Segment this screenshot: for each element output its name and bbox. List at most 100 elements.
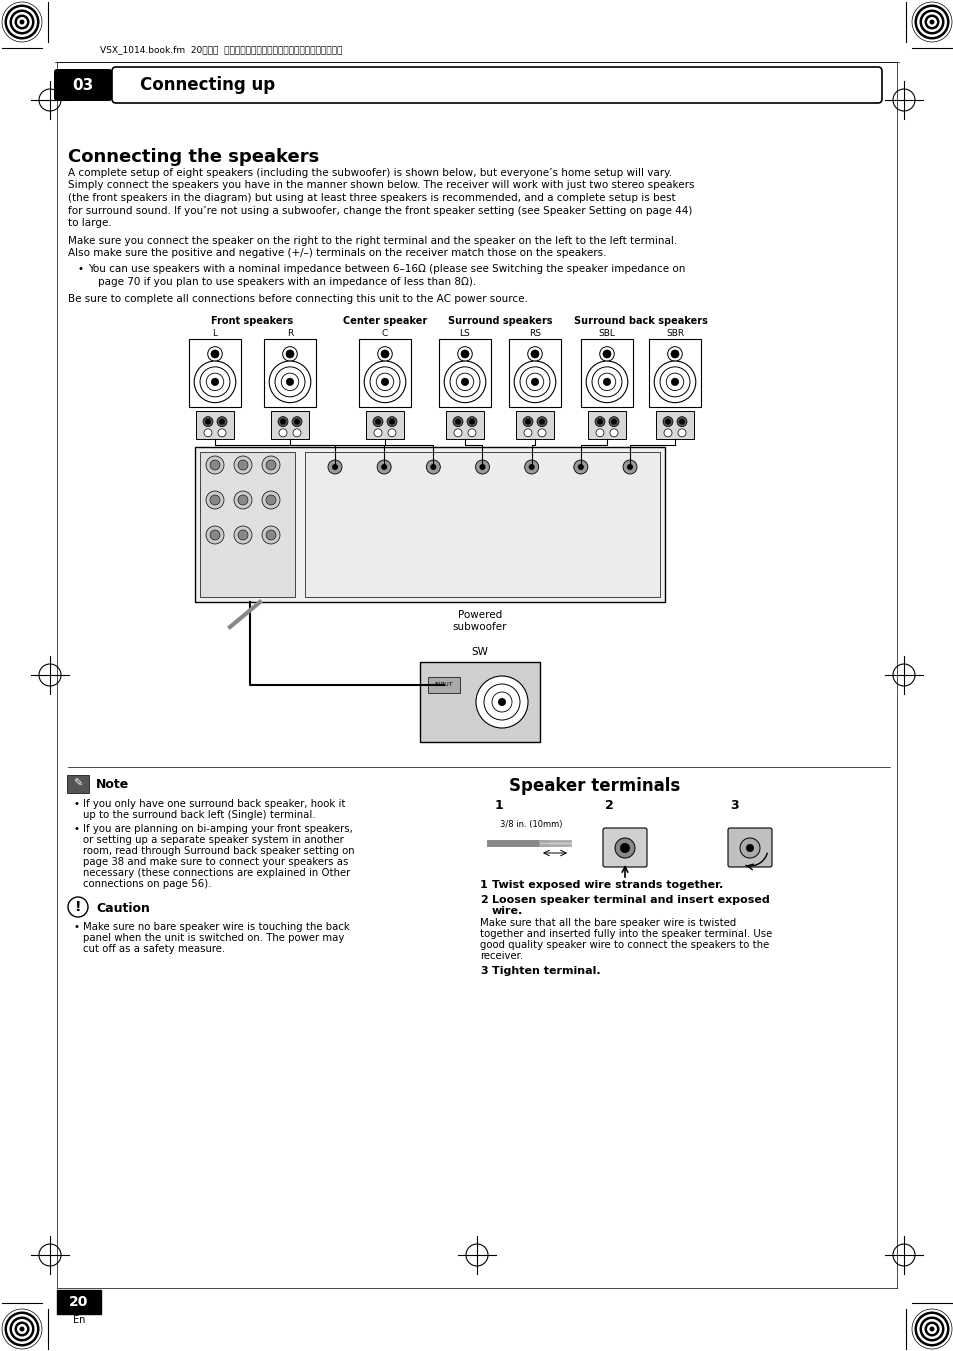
Text: for surround sound. If you’re not using a subwoofer, change the front speaker se: for surround sound. If you’re not using … — [68, 205, 692, 216]
Circle shape — [380, 350, 389, 358]
FancyBboxPatch shape — [54, 69, 112, 101]
Text: Make sure you connect the speaker on the right to the right terminal and the spe: Make sure you connect the speaker on the… — [68, 235, 677, 246]
Circle shape — [677, 416, 686, 427]
Circle shape — [664, 419, 670, 424]
Text: to large.: to large. — [68, 218, 112, 228]
Circle shape — [468, 428, 476, 436]
Circle shape — [919, 9, 943, 35]
Text: 3: 3 — [729, 798, 738, 812]
Circle shape — [206, 490, 224, 509]
Circle shape — [926, 1324, 936, 1333]
Circle shape — [455, 419, 460, 424]
Circle shape — [266, 459, 275, 470]
Text: SBR: SBR — [665, 330, 683, 338]
Circle shape — [497, 698, 505, 707]
Circle shape — [574, 459, 587, 474]
Circle shape — [524, 459, 538, 474]
Bar — [648, 339, 700, 407]
Text: SW: SW — [471, 647, 488, 657]
Circle shape — [17, 18, 27, 27]
Text: 2: 2 — [479, 894, 487, 905]
Circle shape — [460, 350, 469, 358]
Circle shape — [19, 1327, 25, 1332]
Text: If you only have one surround back speaker, hook it: If you only have one surround back speak… — [83, 798, 345, 809]
Circle shape — [531, 350, 538, 358]
Circle shape — [211, 350, 219, 358]
Circle shape — [476, 676, 527, 728]
Circle shape — [370, 367, 399, 397]
Bar — [580, 339, 633, 407]
Bar — [656, 411, 693, 439]
Circle shape — [745, 844, 753, 852]
Circle shape — [426, 459, 440, 474]
Text: receiver.: receiver. — [479, 951, 522, 961]
Circle shape — [928, 19, 934, 24]
Circle shape — [389, 419, 395, 424]
Circle shape — [375, 419, 380, 424]
Bar — [195, 411, 233, 439]
Circle shape — [921, 1319, 941, 1339]
Bar — [438, 339, 491, 407]
Circle shape — [740, 838, 760, 858]
Circle shape — [5, 1312, 39, 1347]
Circle shape — [596, 428, 603, 436]
Circle shape — [671, 378, 678, 385]
Text: VSX_1014.book.fm  20ページ  ２００４年５月１４日　金曜日　午前９時２４分: VSX_1014.book.fm 20ページ ２００４年５月１４日 金曜日 午前… — [100, 46, 342, 54]
Circle shape — [537, 428, 545, 436]
Circle shape — [592, 367, 621, 397]
Circle shape — [387, 416, 396, 427]
Bar — [428, 677, 459, 693]
Circle shape — [237, 530, 248, 540]
Text: 1: 1 — [479, 880, 487, 890]
Circle shape — [10, 9, 34, 35]
Circle shape — [453, 416, 462, 427]
Text: Speaker terminals: Speaker terminals — [509, 777, 679, 794]
Circle shape — [19, 19, 25, 24]
Circle shape — [266, 494, 275, 505]
Circle shape — [280, 419, 286, 424]
Circle shape — [538, 419, 544, 424]
Circle shape — [266, 530, 275, 540]
Text: Also make sure the positive and negative (+/–) terminals on the receiver match t: Also make sure the positive and negative… — [68, 249, 606, 258]
Circle shape — [237, 494, 248, 505]
Circle shape — [381, 463, 387, 470]
Text: Twist exposed wire strands together.: Twist exposed wire strands together. — [492, 880, 722, 890]
Text: R: R — [287, 330, 293, 338]
Circle shape — [514, 361, 556, 403]
Text: Caution: Caution — [96, 901, 150, 915]
Circle shape — [203, 416, 213, 427]
Circle shape — [450, 367, 479, 397]
Text: En: En — [72, 1315, 85, 1325]
Circle shape — [492, 692, 512, 712]
Circle shape — [467, 416, 476, 427]
Bar — [509, 339, 560, 407]
Circle shape — [911, 1, 951, 42]
Circle shape — [206, 526, 224, 544]
Text: page 38 and make sure to connect your speakers as: page 38 and make sure to connect your sp… — [83, 857, 348, 867]
Circle shape — [659, 367, 689, 397]
Text: Loosen speaker terminal and insert exposed: Loosen speaker terminal and insert expos… — [492, 894, 769, 905]
Text: •: • — [74, 824, 80, 834]
Circle shape — [286, 350, 294, 358]
Circle shape — [14, 1321, 30, 1336]
Circle shape — [444, 361, 485, 403]
Circle shape — [457, 347, 472, 361]
Text: If you are planning on bi-amping your front speakers,: If you are planning on bi-amping your fr… — [83, 824, 353, 834]
Circle shape — [923, 15, 939, 30]
Circle shape — [585, 361, 627, 403]
Bar — [516, 411, 554, 439]
Text: C: C — [381, 330, 388, 338]
Circle shape — [665, 373, 683, 390]
Circle shape — [381, 378, 388, 385]
Bar — [305, 453, 659, 597]
Circle shape — [233, 457, 252, 474]
Circle shape — [17, 1324, 27, 1333]
Circle shape — [204, 428, 212, 436]
Circle shape — [599, 347, 614, 361]
Circle shape — [608, 416, 618, 427]
Circle shape — [294, 419, 299, 424]
Text: page 70 if you plan to use speakers with an impedance of less than 8Ω).: page 70 if you plan to use speakers with… — [98, 277, 476, 286]
Circle shape — [10, 1316, 34, 1342]
Bar — [587, 411, 625, 439]
Text: Make sure that all the bare speaker wire is twisted: Make sure that all the bare speaker wire… — [479, 917, 736, 928]
